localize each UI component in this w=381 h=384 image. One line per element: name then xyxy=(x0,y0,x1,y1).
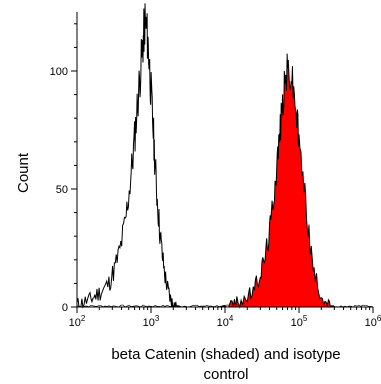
x-tick-label: 106 xyxy=(365,314,381,329)
x-tick-label: 105 xyxy=(291,314,308,329)
x-axis-title-line-1: beta Catenin (shaded) and isotype xyxy=(111,346,340,363)
y-tick-label: 0 xyxy=(62,302,68,314)
shaded-histogram-outline xyxy=(217,53,335,309)
x-tick-label: 103 xyxy=(143,314,160,329)
isotype-histogram-outline xyxy=(76,3,181,309)
x-tick-label: 104 xyxy=(217,314,234,329)
plot-area xyxy=(76,3,374,309)
x-axis-title-line-2: control xyxy=(203,366,248,383)
y-tick-label: 50 xyxy=(56,184,68,196)
y-axis-title: Count xyxy=(15,152,32,193)
axes: 0 50 100 102 103 104 105 106 xyxy=(50,12,381,329)
y-tick-label: 100 xyxy=(50,66,68,78)
shaded-histogram-fill xyxy=(217,53,335,307)
x-tick-label: 102 xyxy=(69,314,86,329)
